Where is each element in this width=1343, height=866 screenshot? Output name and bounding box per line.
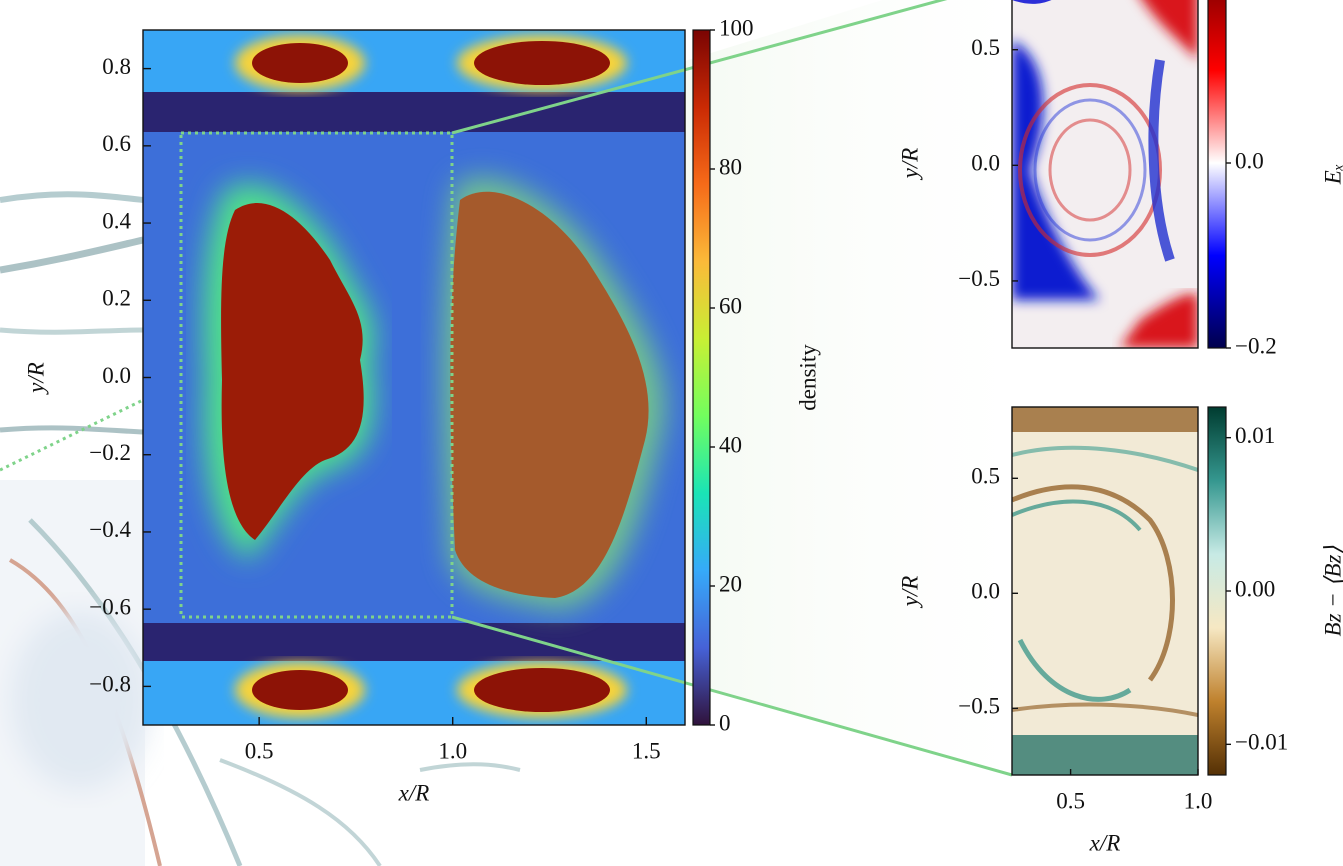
y-tick-label: −0.2	[89, 440, 131, 465]
y-tick-label: −0.5	[958, 694, 1000, 719]
y-tick-label: 0.6	[102, 131, 131, 156]
y-axis-label: y/R	[23, 362, 48, 395]
colorbar-tick-label: 0.00	[1235, 576, 1275, 601]
x-tick-label: 1.0	[438, 738, 467, 763]
colorbar-label: Bz − ⟨Bz⟩	[1320, 545, 1343, 636]
figure: 0.5 1.0 1.5 −0.8 −0.6 −0.4 −0.2 0.0 0.2 0.4 0.6 0.8…	[0, 0, 1343, 866]
y-tick-label: −0.8	[89, 672, 131, 697]
y-tick-label: 0.2	[102, 286, 131, 311]
colorbar-tick-label: 0.0	[1235, 148, 1264, 173]
x-tick-label: 0.5	[245, 738, 274, 763]
colorbar	[1208, 0, 1226, 348]
colorbar-tick-label: 0.01	[1235, 423, 1275, 448]
heatmap-image	[1012, 0, 1198, 348]
heatmap-image	[1012, 407, 1198, 775]
colorbar-tick-label: 0	[719, 710, 731, 735]
y-tick-label: 0.5	[971, 464, 1000, 489]
y-tick-label: 0.8	[102, 54, 131, 79]
x-tick-label: 0.5	[1056, 788, 1085, 813]
colorbar-tick-label: 40	[719, 432, 742, 457]
y-tick-label: 0.0	[102, 363, 131, 388]
colorbar-tick-label: 80	[719, 154, 742, 179]
x-axis-label: x/R	[398, 780, 430, 805]
colorbar-label: density	[795, 344, 820, 411]
y-tick-label: −0.5	[958, 266, 1000, 291]
y-tick-label: 0.0	[971, 579, 1000, 604]
y-tick-label: 0.0	[971, 151, 1000, 176]
colorbar-tick-label: 60	[719, 293, 742, 318]
colorbar-tick-label: −0.01	[1235, 730, 1288, 755]
y-tick-label: 0.4	[102, 208, 131, 233]
y-axis-label: y/R	[897, 576, 922, 609]
colorbar-tick-label: 100	[719, 15, 754, 40]
y-axis-label: y/R	[897, 148, 922, 181]
x-axis-label: x/R	[1089, 830, 1121, 855]
y-tick-label: −0.6	[89, 594, 131, 619]
colorbar	[1208, 407, 1226, 775]
y-tick-label: 0.5	[971, 35, 1000, 60]
y-tick-label: −0.4	[89, 517, 131, 542]
colorbar-tick-label: −0.2	[1235, 333, 1277, 358]
x-tick-label: 1.0	[1184, 788, 1213, 813]
colorbar-label: Eₓ	[1320, 164, 1343, 186]
colorbar	[693, 30, 710, 725]
x-tick-label: 1.5	[632, 738, 661, 763]
colorbar-tick-label: 20	[719, 571, 742, 596]
